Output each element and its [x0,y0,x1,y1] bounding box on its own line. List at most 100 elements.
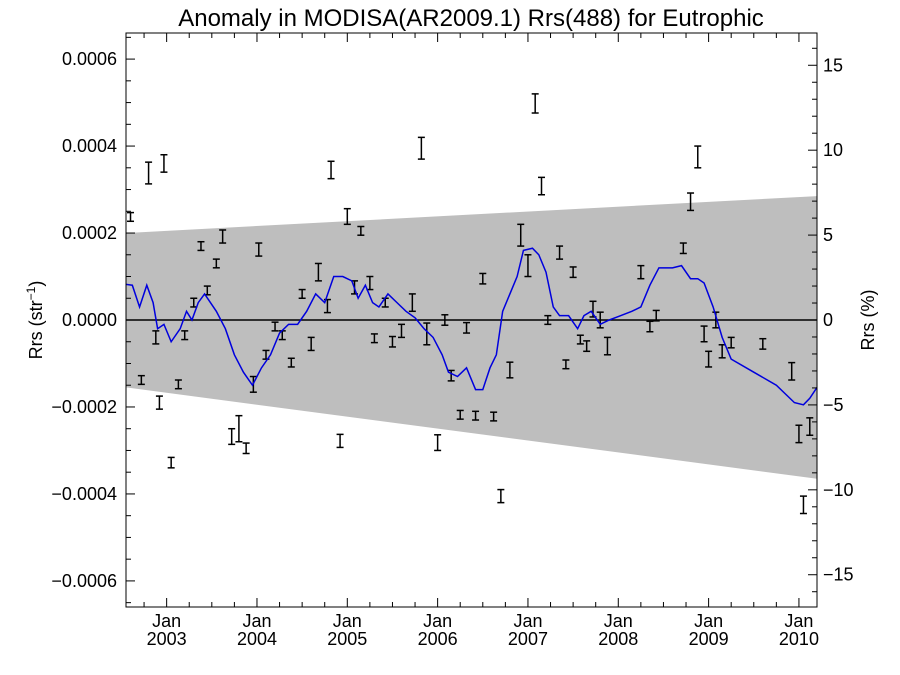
error-bar-point [524,254,532,278]
y-left-tick-label: −0.0004 [51,484,117,504]
x-tick-year-label: 2007 [508,629,548,649]
y-axis-label-superscript: −1 [24,286,38,300]
error-bar-point [517,223,525,247]
error-bar-point [646,320,654,333]
x-tick-year-label: 2005 [327,629,367,649]
chart-title: Anomaly in MODISA(AR2009.1) Rrs(488) for… [178,5,764,32]
y-axis-label-close: ) [26,281,46,287]
error-bar-point [679,242,687,255]
error-bar-point [569,266,577,279]
y-right-tick-label: −10 [823,480,854,500]
error-bar-point [167,456,175,469]
error-bar-point [327,160,335,180]
error-bar-point [700,325,708,343]
confidence-band [126,196,817,479]
error-bar-point [307,336,315,352]
y-axis-label-left: Rrs (str−1) [24,281,46,360]
error-bar-point [219,229,227,244]
error-bar-point [479,272,487,285]
y-left-tick-label: −0.0002 [51,397,117,417]
x-tick-month-label: Jan [694,611,723,631]
error-bar-point [806,417,814,436]
error-bar-point [506,361,514,379]
y-left-tick-label: 0.0004 [62,136,117,156]
x-tick-year-label: 2008 [598,629,638,649]
error-bar-point [127,211,135,223]
error-bar-point [228,427,236,446]
x-tick-month-label: Jan [333,611,362,631]
error-bar-point [336,433,344,449]
smoothed-series-line [126,247,817,406]
y-axis-label-right: Rrs (%) [858,290,878,351]
y-right-tick-label: 0 [823,310,833,330]
x-tick-year-label: 2004 [237,629,277,649]
error-bar-point [388,335,396,348]
x-tick-year-label: 2010 [779,629,819,649]
error-bar-point [596,311,604,329]
error-bar-point [795,424,803,444]
error-bar-point [472,410,480,421]
axis-ticks: 0.0006 0.0004 0.0002 0.0000 −0.0002 −0.0004 −0… [51,33,854,649]
error-bar-point [212,258,220,269]
y-left-tick-label: 0.0002 [62,223,117,243]
error-bar-point [314,262,322,282]
x-tick-month-label: Jan [604,611,633,631]
x-tick-year-label: 2006 [418,629,458,649]
error-bar-point [759,337,767,350]
error-bar-point [576,334,584,345]
error-bar-point [397,323,405,339]
error-bar-point [687,192,695,212]
error-bar-point [197,240,205,252]
y-right-tick-label: −5 [823,395,844,415]
error-bar-point [255,242,263,257]
error-bar-point [538,176,546,196]
error-bar-points [127,93,814,515]
error-bar-point [287,357,295,368]
error-bar-point [637,264,645,280]
y-left-tick-label: −0.0006 [51,571,117,591]
x-tick-month-label: Jan [784,611,813,631]
error-bar-point [441,314,449,326]
error-bar-point [556,245,564,260]
error-bar-point [137,374,145,386]
error-bar-point [727,336,735,349]
y-left-tick-label: 0.0000 [62,310,117,330]
error-bar-point [463,321,471,334]
y-right-tick-label: 15 [823,55,843,75]
error-bar-point [583,340,591,353]
error-bar-point [181,330,189,341]
error-bar-point [298,288,306,300]
error-bar-point [155,395,163,410]
y-right-tick-label: 5 [823,225,833,245]
error-bar-point [357,225,365,236]
error-bar-point [174,379,182,390]
error-bar-point [490,411,498,422]
x-tick-year-label: 2009 [689,629,729,649]
error-bar-point [423,322,431,346]
error-bar-point [788,361,796,381]
x-tick-year-label: 2003 [147,629,187,649]
error-bar-point [152,330,160,345]
error-bar-point [408,293,416,313]
x-tick-month-label: Jan [513,611,542,631]
error-bar-point [694,145,702,169]
error-bar-point [603,336,611,356]
error-bar-point [447,369,455,382]
x-tick-month-label: Jan [423,611,452,631]
error-bar-point [544,314,552,326]
error-bar-point [235,414,243,443]
error-bar-point [652,309,660,322]
x-tick-month-label: Jan [152,611,181,631]
error-bar-point [562,359,570,370]
x-tick-month-label: Jan [242,611,271,631]
y-right-tick-label: −15 [823,565,854,585]
error-bar-point [160,154,168,173]
error-bar-point [145,161,153,185]
error-bar-point [242,442,250,455]
error-bar-point [370,333,378,344]
error-bar-point [343,207,351,226]
error-bar-point [271,321,279,332]
error-bar-point [434,434,442,452]
error-bar-point [705,350,713,368]
